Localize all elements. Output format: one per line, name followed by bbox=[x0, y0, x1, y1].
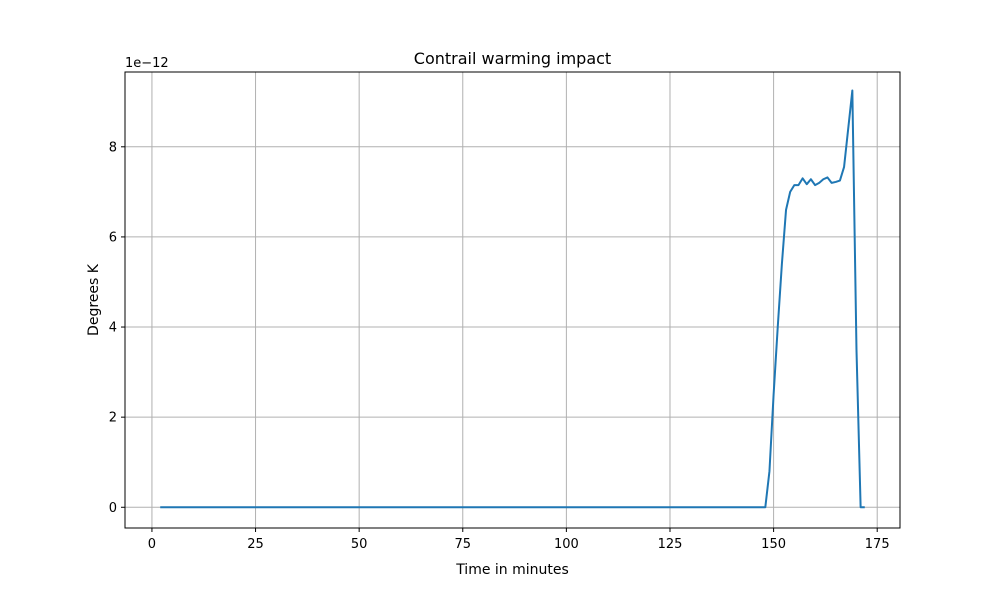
x-tick-label: 100 bbox=[554, 537, 579, 552]
y-axis-ticks: 0 2 4 6 8 bbox=[109, 140, 125, 516]
grid bbox=[125, 72, 900, 528]
y-tick-label: 0 bbox=[109, 501, 117, 516]
y-tick-label: 4 bbox=[109, 321, 117, 336]
chart-title: Contrail warming impact bbox=[414, 49, 611, 68]
series-line bbox=[160, 89, 865, 509]
y-axis-offset-text: 1e−12 bbox=[125, 56, 169, 71]
y-axis-label: Degrees K bbox=[86, 263, 102, 336]
y-tick-label: 8 bbox=[109, 140, 117, 155]
y-tick-label: 2 bbox=[109, 411, 117, 426]
x-tick-label: 50 bbox=[351, 537, 368, 552]
x-tick-label: 125 bbox=[658, 537, 683, 552]
x-axis-ticks: 0 25 50 75 100 125 150 175 bbox=[148, 528, 890, 552]
x-tick-label: 150 bbox=[761, 537, 786, 552]
plot-frame bbox=[124, 71, 901, 529]
x-axis-label: Time in minutes bbox=[455, 562, 569, 578]
x-tick-label: 175 bbox=[865, 537, 890, 552]
x-tick-label: 25 bbox=[247, 537, 264, 552]
x-tick-label: 75 bbox=[454, 537, 471, 552]
y-tick-label: 6 bbox=[109, 230, 117, 245]
x-tick-label: 0 bbox=[148, 537, 156, 552]
series-layer bbox=[160, 89, 865, 509]
